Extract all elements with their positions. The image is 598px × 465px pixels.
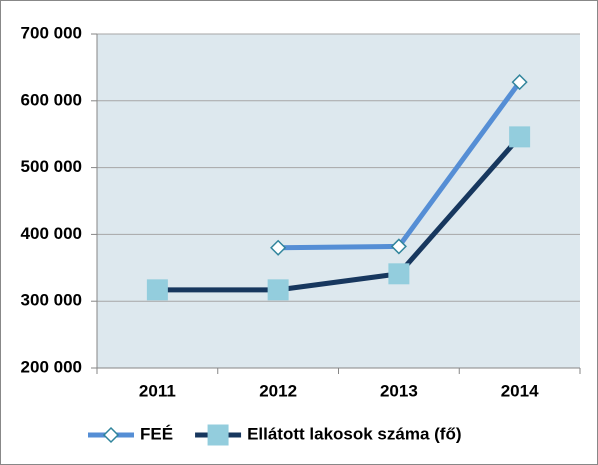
plot-area	[97, 34, 580, 368]
marker	[270, 239, 287, 256]
x-tick-label: 2013	[380, 381, 418, 400]
marker	[388, 263, 410, 285]
x-tick-label: 2011	[139, 381, 176, 400]
marker	[267, 279, 289, 301]
legend-label: FEÉ	[140, 424, 173, 443]
y-tick-label: 400 000	[21, 224, 82, 243]
marker	[146, 279, 168, 301]
marker	[207, 424, 229, 446]
legend-label: Ellátott lakosok száma (fő)	[247, 424, 461, 443]
y-tick-label: 500 000	[21, 157, 82, 176]
x-tick-label: 2014	[501, 381, 539, 400]
series-line	[157, 135, 522, 293]
marker	[509, 126, 531, 148]
y-tick-label: 200 000	[21, 357, 82, 376]
y-tick-label: 600 000	[21, 90, 82, 109]
marker	[102, 426, 120, 444]
y-tick-label: 300 000	[21, 291, 82, 310]
marker	[390, 238, 407, 255]
marker	[511, 74, 528, 91]
y-tick-label: 700 000	[21, 23, 82, 42]
x-tick-label: 2012	[259, 381, 297, 400]
